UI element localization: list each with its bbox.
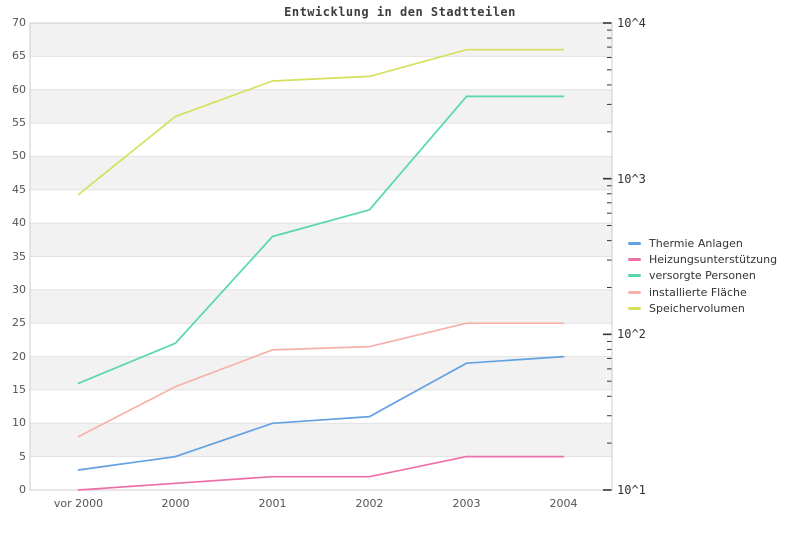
x-axis-tick-label: 2000 [161,497,190,510]
grid-band [30,289,612,324]
legend-swatch-line [628,307,641,311]
y-axis-tick-label: 55 [12,116,26,130]
y-axis-tick-label: 60 [12,82,26,96]
x-axis-tick-label: 2001 [258,497,287,510]
right-axis-tick-label: 10^3 [617,171,646,186]
series-line-thermie-anlagen [77,355,565,471]
series-line-versorgte-personen [77,95,565,385]
legend-label: Thermie Anlagen [649,236,743,250]
x-axis-tick-label: 2003 [452,497,481,510]
grid-band [30,23,612,57]
legend-label: Heizungsunterstützung [649,253,778,267]
y-axis-tick-label: 50 [12,149,26,163]
grid-band [30,156,612,190]
y-axis-tick-label: 40 [12,216,26,230]
right-axis-tick-label: 10^1 [617,483,646,497]
legend-item: Thermie Anlagen [628,235,777,251]
series-line-heizungsunterst-tzung [77,455,565,491]
legend-item: versorgte Personen [628,268,777,284]
legend-swatch-line [628,241,641,245]
y-axis-tick-label: 10 [12,416,26,430]
legend-swatch-line [628,274,641,278]
legend-item: Speichervolumen [628,301,777,317]
legend-label: versorgte Personen [649,269,756,283]
y-axis-tick-label: 65 [12,49,26,63]
right-axis-tick-label: 10^2 [617,327,646,342]
y-axis-tick-label: 0 [19,483,26,496]
legend-item: installierte Fläche [628,284,777,300]
right-axis-tick-label: 10^4 [617,16,646,30]
x-axis-tick-label: 2004 [549,497,578,510]
plot-border [29,22,613,491]
chart-title: Entwicklung in den Stadtteilen [284,5,516,19]
y-axis-tick-label: 35 [12,249,26,263]
legend-swatch-line [628,290,641,294]
series-line-installierte-fl-che [77,322,565,438]
y-axis-tick-label: 15 [12,382,26,396]
legend-label: Speichervolumen [649,302,745,316]
series-line-speichervolumen [77,48,565,196]
legend: Thermie Anlagen Heizungsunterstützung vers… [628,235,777,317]
y-axis-tick-label: 45 [12,182,26,196]
legend-swatch-line [628,258,641,262]
grid-band [30,89,612,124]
y-axis-tick-label: 25 [12,316,26,330]
grid-band [30,223,612,257]
y-axis-tick-label: 20 [12,349,26,363]
grid-band [30,423,612,457]
y-axis-tick-label: 30 [12,282,26,296]
legend-item: Heizungsunterstützung [628,251,777,267]
legend-label: installierte Fläche [649,285,747,299]
y-axis-tick-label: 5 [19,449,26,463]
x-axis-tick-label: vor 2000 [53,497,104,510]
grid-band [30,356,612,390]
y-axis-tick-label: 70 [12,16,26,29]
x-axis-tick-label: 2002 [355,497,384,510]
